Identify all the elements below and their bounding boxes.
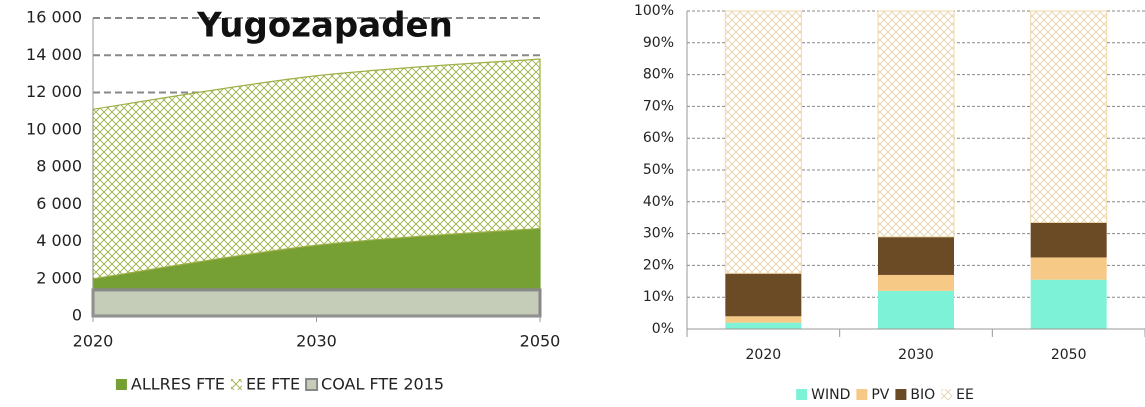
x-tick-label: 2030	[296, 332, 337, 351]
y-tick-label: 0	[72, 306, 82, 325]
y-tick-label: 80%	[643, 67, 674, 83]
y-tick-label: 20%	[643, 257, 674, 273]
y-tick-label: 70%	[643, 98, 674, 114]
y-tick-label: 4 000	[36, 231, 82, 250]
legend-swatch	[895, 389, 907, 400]
legend-swatch	[115, 379, 127, 390]
legend-label: COAL FTE 2015	[321, 375, 444, 394]
bar-segment	[878, 274, 954, 291]
bar-segment	[877, 10, 955, 238]
y-tick-label: 12 000	[26, 82, 82, 101]
bar-segment	[1030, 222, 1107, 258]
legend-label: BIO	[910, 387, 935, 403]
bar-segment	[725, 316, 802, 323]
y-tick-label: 30%	[643, 226, 674, 242]
bar-segment	[1030, 279, 1107, 329]
y-tick-label: 50%	[643, 162, 674, 178]
bar-segment	[724, 10, 802, 274]
y-tick-label: 0%	[652, 321, 674, 337]
legend: WIND PV BIO EE	[796, 387, 974, 403]
bar-segment	[1030, 10, 1108, 223]
bar-segment	[878, 236, 954, 275]
y-tick-label: 2 000	[36, 268, 82, 287]
area	[92, 58, 541, 280]
y-tick-label: 100%	[634, 3, 674, 19]
coal-band	[91, 288, 542, 318]
y-tick-label: 60%	[643, 130, 674, 146]
chart-title: Yugozapaden	[196, 6, 453, 46]
legend-label: ALLRES FTE	[131, 375, 225, 394]
bar-segment	[1030, 257, 1107, 280]
legend-swatch	[305, 378, 319, 391]
bar-segment	[725, 322, 802, 329]
legend-swatch	[230, 379, 242, 390]
legend-swatch	[856, 389, 868, 400]
bar-segment	[878, 290, 954, 329]
y-tick-label: 40%	[643, 194, 674, 210]
legend-label: PV	[871, 387, 889, 403]
legend-label: EE	[956, 387, 974, 403]
legend-swatch	[796, 389, 808, 400]
y-tick-label: 90%	[643, 35, 674, 51]
y-tick-label: 8 000	[36, 157, 82, 176]
x-tick-label: 2050	[520, 332, 561, 351]
y-tick-label: 16 000	[26, 8, 82, 27]
bar-segment	[725, 273, 802, 317]
y-tick-label: 10%	[643, 289, 674, 305]
x-tick-label: 2030	[898, 347, 934, 363]
legend-label: WIND	[811, 387, 850, 403]
x-tick-label: 2020	[746, 347, 782, 363]
legend-label: EE FTE	[246, 375, 300, 394]
x-tick-label: 2020	[73, 332, 114, 351]
y-tick-label: 10 000	[26, 119, 82, 138]
y-tick-label: 6 000	[36, 194, 82, 213]
legend: ALLRES FTE EE FTE COAL FTE 2015	[115, 375, 444, 394]
x-tick-label: 2050	[1051, 347, 1087, 363]
y-tick-label: 14 000	[26, 45, 82, 64]
legend-swatch	[941, 389, 953, 400]
